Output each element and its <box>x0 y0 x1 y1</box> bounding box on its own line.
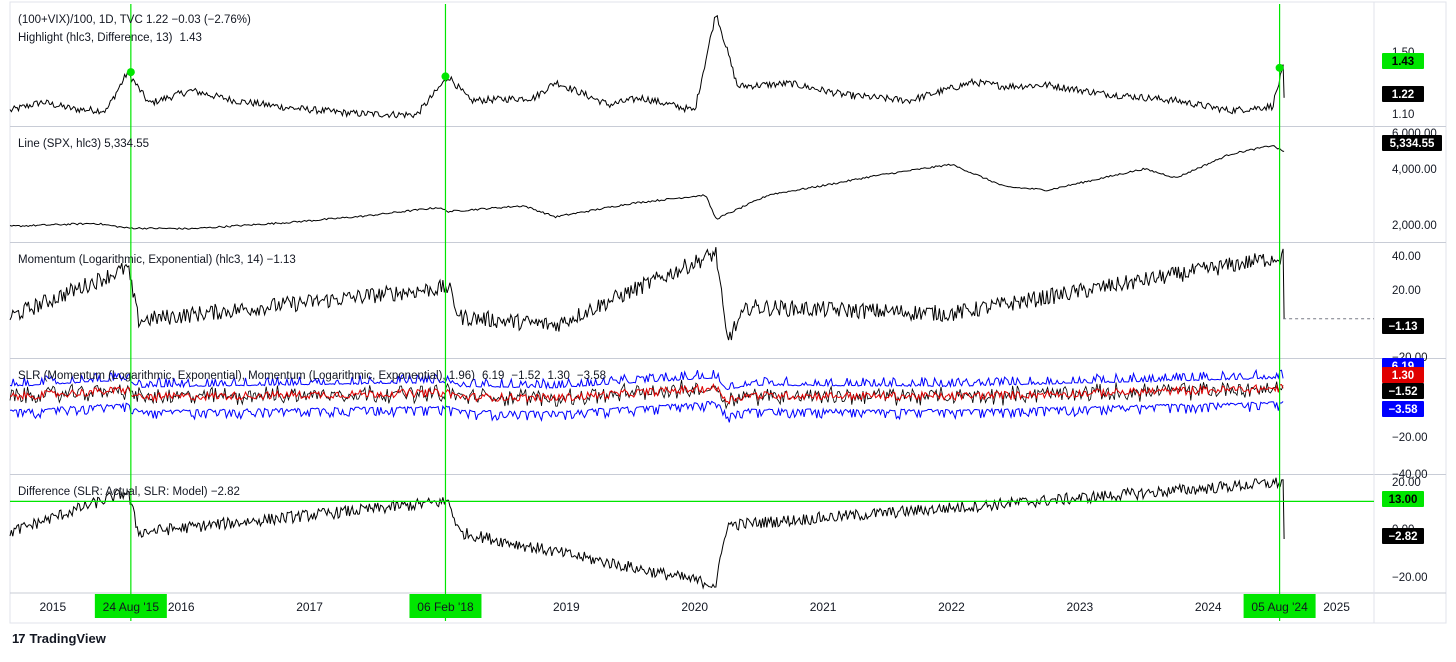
price-axis-tick-spx: 2,000.00 <box>1392 220 1437 232</box>
pane-legend-slr-1: 6.19 <box>482 370 504 382</box>
price-axis-tick-diff: −20.00 <box>1392 572 1428 584</box>
time-axis-highlight-badge <box>409 594 482 618</box>
price-badge-slr <box>1382 367 1424 383</box>
highlight-dot <box>126 68 135 77</box>
momentum-series-line <box>9 247 1285 341</box>
pane-legend-slr-0: SLR (Momentum (Logarithmic, Exponential)… <box>18 370 475 382</box>
price-badge-vix <box>1382 53 1424 69</box>
vix-series-line <box>9 14 1285 119</box>
time-axis-year-label: 2015 <box>39 600 66 614</box>
price-axis-tick-slr: −20.00 <box>1392 432 1428 444</box>
price-badge-diff <box>1382 528 1424 544</box>
pane-legend2-vix-0: Highlight (hlc3, Difference, 13) <box>18 32 173 44</box>
price-axis-tick-vix: 1.10 <box>1392 109 1414 121</box>
tradingview-logo-icon: 17 <box>12 631 26 646</box>
pane-legend-spx-0: Line (SPX, hlc3) 5,334.55 <box>18 138 149 150</box>
time-axis-year-label: 2022 <box>938 600 965 614</box>
time-axis-highlight-label: 06 Feb '18 <box>417 600 474 614</box>
time-axis-year-label: 2016 <box>168 600 195 614</box>
time-axis-highlight-badge <box>94 594 167 618</box>
price-badge-diff <box>1382 491 1424 507</box>
highlight-dot <box>1275 63 1284 72</box>
time-axis-highlight-badge <box>1243 594 1316 618</box>
price-axis-tick-mom: 40.00 <box>1392 251 1421 263</box>
price-badge-slr <box>1382 383 1424 399</box>
slr-model-line <box>9 383 1284 405</box>
price-badge-label-diff: −2.82 <box>1388 531 1417 543</box>
pane-legend-vix-0: (100+VIX)/100, 1D, TVC 1.22 −0.03 (−2.76… <box>18 14 251 26</box>
spx-series-line <box>9 145 1285 230</box>
pane-legend-diff-0: Difference (SLR: Actual, SLR: Model) −2.… <box>18 486 240 498</box>
price-badge-label-vix: 1.43 <box>1392 56 1414 68</box>
price-axis-tick-mom: 20.00 <box>1392 285 1421 297</box>
chart-frame <box>9 1 1447 624</box>
pane-legend-slr-2: −1.52 <box>511 370 540 382</box>
pane-legend-slr-3: 1.30 <box>548 370 570 382</box>
price-badge-mom <box>1382 318 1424 334</box>
slr-lower-band-line <box>9 400 1284 423</box>
time-axis-year-label: 2021 <box>810 600 837 614</box>
price-badge-label-slr: −3.58 <box>1388 404 1418 416</box>
difference-series-line <box>9 477 1285 590</box>
time-axis-year-label: 2020 <box>681 600 708 614</box>
time-axis-highlight-label: 24 Aug '15 <box>103 600 160 614</box>
price-badge-label-vix: 1.22 <box>1392 89 1414 101</box>
highlight-dot <box>441 72 450 81</box>
pane-legend-mom-0: Momentum (Logarithmic, Exponential) (hlc… <box>18 254 296 266</box>
brand-name: TradingView <box>29 631 106 646</box>
price-badge-label-diff: 13.00 <box>1389 494 1418 506</box>
time-axis-year-label: 2024 <box>1195 600 1222 614</box>
pane-legend2-vix-1: 1.43 <box>179 32 201 44</box>
slr-actual-line <box>9 379 1284 410</box>
price-badge-label-spx: 5,334.55 <box>1390 138 1435 150</box>
pane-legend-slr-4: −3.58 <box>577 370 606 382</box>
price-badge-vix <box>1382 86 1424 102</box>
price-badge-label-slr: −1.52 <box>1388 386 1417 398</box>
tradingview-brand[interactable]: 17 TradingView <box>12 631 106 646</box>
time-axis-year-label: 2023 <box>1066 600 1093 614</box>
slr-upper-band-line <box>9 368 1284 391</box>
price-badge-label-slr: 1.30 <box>1392 370 1414 382</box>
price-axis-tick-slr: −40.00 <box>1392 469 1428 481</box>
time-axis-highlight-label: 05 Aug '24 <box>1251 600 1308 614</box>
price-badge-spx <box>1382 135 1442 151</box>
price-axis-tick-spx: 4,000.00 <box>1392 164 1437 176</box>
time-axis-year-label: 2017 <box>296 600 323 614</box>
time-axis-year-label: 2025 <box>1323 600 1350 614</box>
price-badge-slr <box>1382 401 1424 417</box>
price-axis-tick-diff: 20.00 <box>1392 477 1421 489</box>
time-axis-year-label: 2019 <box>553 600 580 614</box>
price-badge-label-mom: −1.13 <box>1388 321 1417 333</box>
